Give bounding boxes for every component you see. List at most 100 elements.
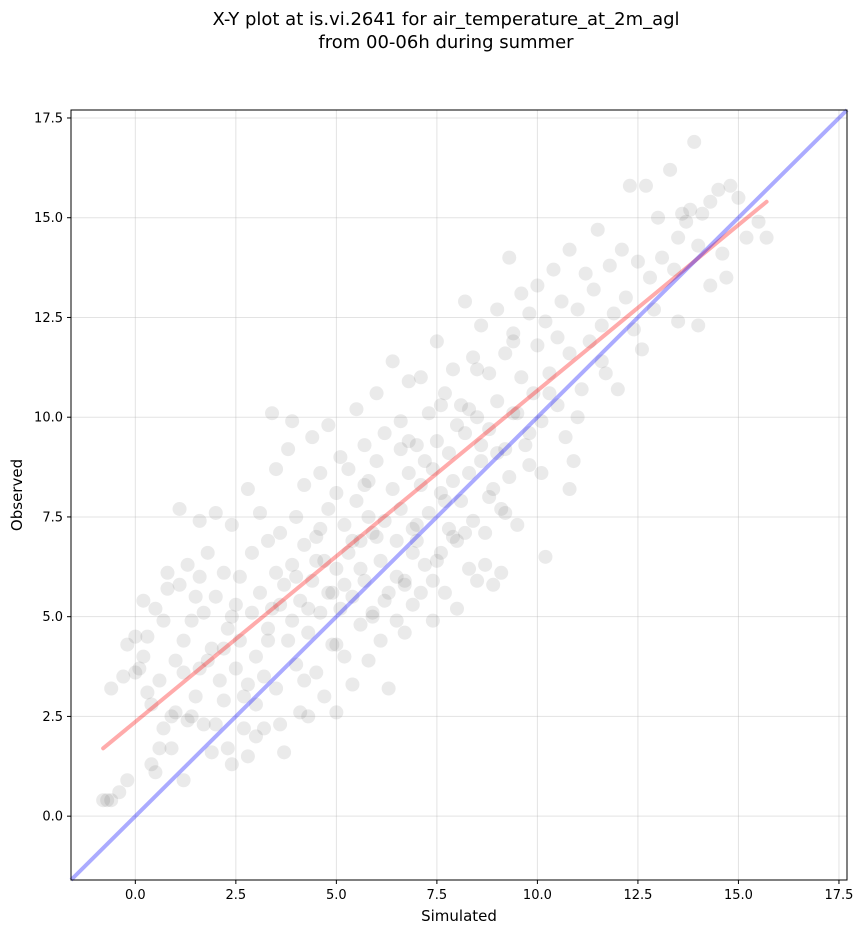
scatter-point bbox=[172, 501, 187, 516]
scatter-point bbox=[361, 474, 376, 489]
scatter-point bbox=[462, 561, 477, 576]
scatter-point bbox=[470, 410, 485, 425]
scatter-point bbox=[578, 266, 593, 281]
plot-frame bbox=[70, 109, 848, 881]
x-axis-label: Simulated bbox=[421, 907, 497, 925]
scatter-point bbox=[373, 633, 388, 648]
scatter-point bbox=[542, 366, 557, 381]
scatter-point bbox=[180, 557, 195, 572]
scatter-point bbox=[236, 721, 251, 736]
scatter-point bbox=[244, 605, 259, 620]
scatter-point bbox=[325, 637, 340, 652]
scatter-point bbox=[425, 573, 440, 588]
scatter-point bbox=[369, 529, 384, 544]
scatter-point bbox=[454, 398, 469, 413]
scatter-point bbox=[321, 585, 336, 600]
scatter-point bbox=[285, 414, 300, 429]
scatter-point bbox=[224, 609, 239, 624]
scatter-point bbox=[389, 533, 404, 548]
scatter-point bbox=[273, 525, 288, 540]
scatter-point bbox=[514, 370, 529, 385]
scatter-point bbox=[449, 601, 464, 616]
scatter-point bbox=[486, 577, 501, 592]
y-tick-label: 17.5 bbox=[34, 111, 63, 126]
scatter-point bbox=[345, 589, 360, 604]
scatter-point bbox=[554, 294, 569, 309]
scatter-point bbox=[248, 697, 263, 712]
scatter-point bbox=[164, 709, 179, 724]
scatter-point bbox=[550, 398, 565, 413]
scatter-point bbox=[309, 665, 324, 680]
scatter-point bbox=[385, 354, 400, 369]
scatter-point bbox=[522, 306, 537, 321]
scatter-point bbox=[228, 597, 243, 612]
scatter-point bbox=[357, 478, 372, 493]
scatter-point bbox=[655, 250, 670, 265]
scatter-point bbox=[176, 665, 191, 680]
scatter-point bbox=[683, 202, 698, 217]
scatter-point bbox=[329, 705, 344, 720]
scatter-point bbox=[751, 214, 766, 229]
scatter-point bbox=[248, 649, 263, 664]
scatter-point bbox=[590, 222, 605, 237]
y-tick-label: 10.0 bbox=[34, 411, 63, 426]
scatter-point bbox=[478, 557, 493, 572]
scatter-point bbox=[381, 585, 396, 600]
scatter-point bbox=[273, 717, 288, 732]
scatter-point bbox=[160, 581, 175, 596]
scatter-point bbox=[216, 693, 231, 708]
scatter-point bbox=[482, 422, 497, 437]
scatter-point bbox=[313, 466, 328, 481]
scatter-point bbox=[622, 178, 637, 193]
scatter-point bbox=[417, 557, 432, 572]
scatter-point bbox=[667, 262, 682, 277]
scatter-point bbox=[490, 302, 505, 317]
scatter-point bbox=[470, 573, 485, 588]
scatter-point bbox=[252, 505, 267, 520]
scatter-point bbox=[325, 585, 340, 600]
scatter-point bbox=[405, 545, 420, 560]
scatter-point bbox=[309, 553, 324, 568]
scatter-point bbox=[216, 641, 231, 656]
scatter-point bbox=[570, 302, 585, 317]
scatter-point bbox=[329, 561, 344, 576]
scatter-point bbox=[562, 346, 577, 361]
scatter-point bbox=[132, 661, 147, 676]
scatter-point bbox=[486, 482, 501, 497]
scatter-point bbox=[498, 346, 513, 361]
scatter-point bbox=[204, 641, 219, 656]
scatter-point bbox=[301, 601, 316, 616]
y-tick-label: 15.0 bbox=[34, 211, 63, 226]
scatter-point bbox=[413, 585, 428, 600]
scatter-point bbox=[562, 482, 577, 497]
regression-line bbox=[101, 199, 769, 751]
scatter-point bbox=[514, 286, 529, 301]
chart-subtitle: from 00-06h during summer bbox=[318, 32, 574, 53]
scatter-point bbox=[401, 466, 416, 481]
scatter-point bbox=[397, 577, 412, 592]
scatter-point bbox=[630, 254, 645, 269]
scatter-point bbox=[510, 517, 525, 532]
scatter-point bbox=[156, 721, 171, 736]
scatter-point bbox=[273, 597, 288, 612]
scatter-point bbox=[204, 745, 219, 760]
scatter-point bbox=[172, 577, 187, 592]
scatter-point bbox=[373, 553, 388, 568]
scatter-point bbox=[534, 414, 549, 429]
scatter-point bbox=[546, 262, 561, 277]
scatter-point bbox=[313, 521, 328, 536]
scatter-point bbox=[405, 597, 420, 612]
scatter-point bbox=[349, 493, 364, 508]
scatter-point bbox=[723, 178, 738, 193]
scatter-point bbox=[474, 438, 489, 453]
scatter-point bbox=[445, 529, 460, 544]
scatter-point bbox=[140, 685, 155, 700]
scatter-point bbox=[261, 533, 276, 548]
scatter-point bbox=[236, 689, 251, 704]
x-axis-ticks: 0.0 2.5 5.0 7.5 10.0 12.5 15.0 17.5 bbox=[125, 880, 853, 903]
scatter-points bbox=[96, 134, 774, 808]
scatter-point bbox=[614, 242, 629, 257]
scatter-point bbox=[345, 533, 360, 548]
scatter-point bbox=[409, 533, 424, 548]
scatter-point bbox=[148, 765, 163, 780]
